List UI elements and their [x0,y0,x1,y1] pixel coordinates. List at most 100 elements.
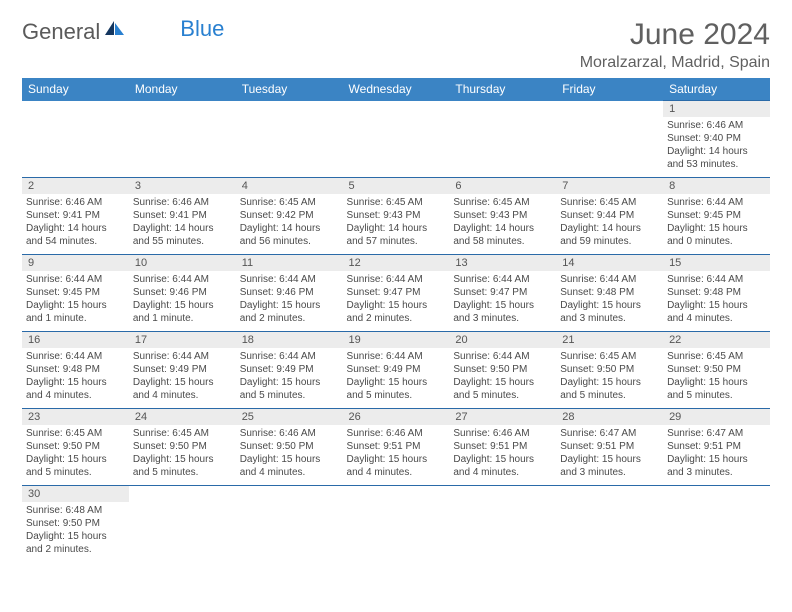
day-number-cell: 13 [449,255,556,272]
daylight-text: and 58 minutes. [453,235,552,248]
sunrise-text: Sunrise: 6:46 AM [667,119,766,132]
day-cell: Sunrise: 6:46 AMSunset: 9:40 PMDaylight:… [663,117,770,178]
day-cell: Sunrise: 6:44 AMSunset: 9:45 PMDaylight:… [663,194,770,255]
daynum-row: 16171819202122 [22,332,770,349]
day-number-cell: 17 [129,332,236,349]
sunset-text: Sunset: 9:43 PM [347,209,446,222]
sunset-text: Sunset: 9:46 PM [133,286,232,299]
daylight-text: Daylight: 15 hours [240,299,339,312]
sunset-text: Sunset: 9:43 PM [453,209,552,222]
day-cell [343,502,450,562]
daylight-text: and 1 minute. [26,312,125,325]
day-number-cell [663,486,770,503]
day-number-cell [129,486,236,503]
sunset-text: Sunset: 9:50 PM [26,517,125,530]
day-cell: Sunrise: 6:46 AMSunset: 9:50 PMDaylight:… [236,425,343,486]
day-number-cell: 15 [663,255,770,272]
daylight-text: and 59 minutes. [560,235,659,248]
sunrise-text: Sunrise: 6:45 AM [26,427,125,440]
location-text: Moralzarzal, Madrid, Spain [580,54,770,72]
sunrise-text: Sunrise: 6:44 AM [26,273,125,286]
daylight-text: Daylight: 15 hours [453,376,552,389]
sunset-text: Sunset: 9:45 PM [26,286,125,299]
day-number-cell [556,486,663,503]
daylight-text: Daylight: 15 hours [667,299,766,312]
daylight-text: and 4 minutes. [453,466,552,479]
day-cell: Sunrise: 6:45 AMSunset: 9:50 PMDaylight:… [663,348,770,409]
daylight-text: Daylight: 15 hours [667,453,766,466]
day-number-cell: 26 [343,409,450,426]
daylight-text: and 0 minutes. [667,235,766,248]
day-cell: Sunrise: 6:44 AMSunset: 9:48 PMDaylight:… [663,271,770,332]
day-header-row: SundayMondayTuesdayWednesdayThursdayFrid… [22,78,770,101]
sunset-text: Sunset: 9:46 PM [240,286,339,299]
daylight-text: Daylight: 15 hours [560,299,659,312]
day-cell [556,502,663,562]
daylight-text: Daylight: 15 hours [667,376,766,389]
sunrise-text: Sunrise: 6:45 AM [560,350,659,363]
week-row: Sunrise: 6:44 AMSunset: 9:45 PMDaylight:… [22,271,770,332]
day-number-cell: 16 [22,332,129,349]
day-cell: Sunrise: 6:44 AMSunset: 9:47 PMDaylight:… [449,271,556,332]
daylight-text: Daylight: 15 hours [26,453,125,466]
day-cell: Sunrise: 6:45 AMSunset: 9:50 PMDaylight:… [22,425,129,486]
day-number-cell: 6 [449,178,556,195]
sunrise-text: Sunrise: 6:45 AM [347,196,446,209]
daylight-text: and 4 minutes. [26,389,125,402]
week-row: Sunrise: 6:46 AMSunset: 9:40 PMDaylight:… [22,117,770,178]
day-cell: Sunrise: 6:44 AMSunset: 9:46 PMDaylight:… [236,271,343,332]
daylight-text: and 2 minutes. [347,312,446,325]
day-cell [663,502,770,562]
day-number-cell: 23 [22,409,129,426]
daylight-text: Daylight: 14 hours [453,222,552,235]
daylight-text: Daylight: 15 hours [453,453,552,466]
sunrise-text: Sunrise: 6:44 AM [667,273,766,286]
daylight-text: Daylight: 14 hours [667,145,766,158]
day-header: Friday [556,78,663,101]
day-header: Sunday [22,78,129,101]
sunset-text: Sunset: 9:50 PM [453,363,552,376]
daylight-text: Daylight: 14 hours [560,222,659,235]
sunset-text: Sunset: 9:51 PM [347,440,446,453]
sunset-text: Sunset: 9:50 PM [667,363,766,376]
logo: General Blue [22,18,224,46]
sunrise-text: Sunrise: 6:44 AM [133,273,232,286]
daynum-row: 30 [22,486,770,503]
day-cell: Sunrise: 6:44 AMSunset: 9:47 PMDaylight:… [343,271,450,332]
day-number-cell: 12 [343,255,450,272]
sunrise-text: Sunrise: 6:44 AM [453,350,552,363]
day-number-cell [129,101,236,118]
day-cell: Sunrise: 6:44 AMSunset: 9:45 PMDaylight:… [22,271,129,332]
daylight-text: and 54 minutes. [26,235,125,248]
sunrise-text: Sunrise: 6:45 AM [667,350,766,363]
daylight-text: Daylight: 15 hours [26,530,125,543]
day-cell: Sunrise: 6:46 AMSunset: 9:51 PMDaylight:… [343,425,450,486]
day-number-cell: 27 [449,409,556,426]
sunset-text: Sunset: 9:42 PM [240,209,339,222]
daylight-text: Daylight: 15 hours [560,453,659,466]
daynum-row: 9101112131415 [22,255,770,272]
sunset-text: Sunset: 9:51 PM [453,440,552,453]
day-number-cell: 24 [129,409,236,426]
sunrise-text: Sunrise: 6:44 AM [560,273,659,286]
daylight-text: and 5 minutes. [347,389,446,402]
day-cell [449,117,556,178]
day-cell: Sunrise: 6:45 AMSunset: 9:50 PMDaylight:… [556,348,663,409]
sunset-text: Sunset: 9:47 PM [347,286,446,299]
sunrise-text: Sunrise: 6:45 AM [453,196,552,209]
day-number-cell: 22 [663,332,770,349]
day-number-cell [236,486,343,503]
day-number-cell: 4 [236,178,343,195]
sunset-text: Sunset: 9:41 PM [26,209,125,222]
day-cell: Sunrise: 6:46 AMSunset: 9:51 PMDaylight:… [449,425,556,486]
daylight-text: and 5 minutes. [667,389,766,402]
daylight-text: and 57 minutes. [347,235,446,248]
day-number-cell [449,486,556,503]
day-cell [129,502,236,562]
day-header: Thursday [449,78,556,101]
day-cell [22,117,129,178]
sunrise-text: Sunrise: 6:46 AM [26,196,125,209]
day-cell: Sunrise: 6:45 AMSunset: 9:50 PMDaylight:… [129,425,236,486]
daylight-text: Daylight: 15 hours [133,453,232,466]
sunset-text: Sunset: 9:49 PM [133,363,232,376]
